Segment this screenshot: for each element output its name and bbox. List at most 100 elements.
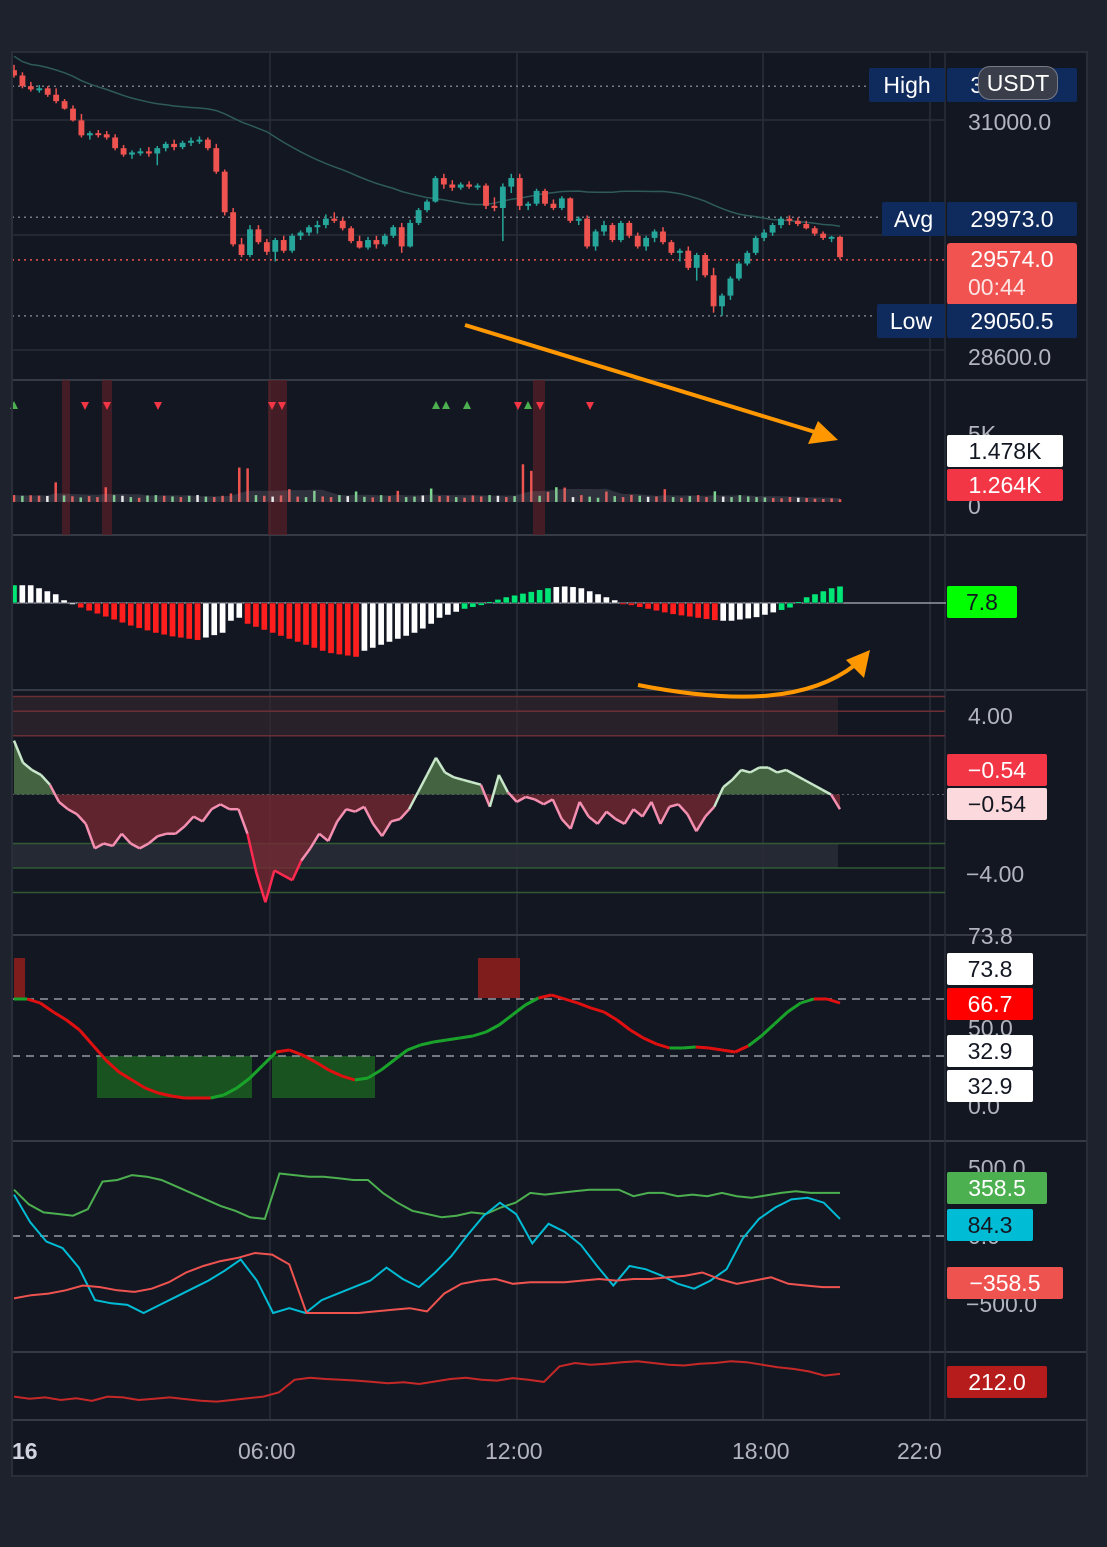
momentum-bar[interactable] xyxy=(636,602,644,608)
momentum-bar[interactable] xyxy=(152,602,160,634)
volume-bar[interactable] xyxy=(346,496,349,502)
volume-bar[interactable] xyxy=(580,495,583,502)
candle-body[interactable] xyxy=(171,143,178,148)
oscillator-line-segment[interactable] xyxy=(237,808,249,835)
oscillator-line-segment[interactable] xyxy=(139,842,150,850)
oscillator-line-segment[interactable] xyxy=(812,783,823,791)
candle-body[interactable] xyxy=(820,233,827,238)
volume-bar[interactable] xyxy=(538,495,541,502)
volume-bar[interactable] xyxy=(12,495,16,502)
candle-body[interactable] xyxy=(440,178,447,185)
candle-body[interactable] xyxy=(238,244,245,255)
volume-bar[interactable] xyxy=(354,491,358,502)
volume-bar[interactable] xyxy=(655,496,658,502)
volume-bar[interactable] xyxy=(713,491,717,502)
oscillator-line-segment[interactable] xyxy=(273,869,284,877)
oscillator-line-segment[interactable] xyxy=(282,874,293,882)
oscillator-line-segment[interactable] xyxy=(309,833,321,850)
candle-body[interactable] xyxy=(424,201,430,211)
volume-bar[interactable] xyxy=(21,495,24,502)
stoch-line-segment[interactable] xyxy=(248,1063,265,1080)
volume-bar[interactable] xyxy=(329,497,333,502)
momentum-bar[interactable] xyxy=(452,602,460,613)
stoch-line-segment[interactable] xyxy=(223,1086,238,1097)
oscillator-line-segment[interactable] xyxy=(111,832,123,847)
stoch-line-segment[interactable] xyxy=(380,1058,396,1072)
candle-body[interactable] xyxy=(752,237,759,253)
oscillator-line-segment[interactable] xyxy=(201,808,213,823)
up-curve-arrow[interactable] xyxy=(637,663,857,699)
oscillator-line-segment[interactable] xyxy=(641,801,653,818)
oscillator-line-segment[interactable] xyxy=(488,774,501,808)
oscillator-line-segment[interactable] xyxy=(327,820,339,842)
momentum-bar[interactable] xyxy=(578,587,585,604)
oscillator-pane[interactable] xyxy=(12,695,946,903)
volume-bar[interactable] xyxy=(288,489,291,502)
volume-bar[interactable] xyxy=(446,495,450,502)
stoch-line-segment[interactable] xyxy=(144,1086,159,1095)
volume-bar[interactable] xyxy=(129,497,133,502)
volume-bar[interactable] xyxy=(696,495,700,502)
momentum-bar[interactable] xyxy=(260,602,268,631)
oscillator-line-segment[interactable] xyxy=(740,768,751,774)
volume-bar[interactable] xyxy=(338,495,341,502)
stoch-line-segment[interactable] xyxy=(603,1010,618,1022)
candle-body[interactable] xyxy=(735,263,742,279)
momentum-bar[interactable] xyxy=(711,602,719,621)
candle-body[interactable] xyxy=(769,225,776,233)
volume-bar[interactable] xyxy=(721,496,725,502)
volume-bar[interactable] xyxy=(505,497,508,502)
momentum-bar[interactable] xyxy=(511,594,518,604)
oscillator-line-segment[interactable] xyxy=(372,823,384,837)
candle-body[interactable] xyxy=(584,218,591,247)
volume-bar[interactable] xyxy=(271,496,274,502)
candle-body[interactable] xyxy=(297,232,304,236)
stoch-line-segment[interactable] xyxy=(288,1048,303,1057)
stoch-line-segment[interactable] xyxy=(26,997,41,1005)
stoch-line-segment[interactable] xyxy=(682,1045,696,1050)
volume-bar[interactable] xyxy=(296,496,299,502)
stoch-line-segment[interactable] xyxy=(459,1034,474,1040)
candle-body[interactable] xyxy=(803,224,810,229)
currency-badge[interactable]: USDT xyxy=(978,66,1058,100)
volume-bar[interactable] xyxy=(638,495,642,502)
oscillator-line-segment[interactable] xyxy=(596,810,608,825)
momentum-bar[interactable] xyxy=(519,593,527,604)
candle-body[interactable] xyxy=(719,295,725,307)
stoch-line-segment[interactable] xyxy=(734,1044,749,1054)
candle-body[interactable] xyxy=(778,218,784,226)
volume-bar[interactable] xyxy=(96,497,99,502)
candle-body[interactable] xyxy=(381,235,388,245)
oscillator-line-segment[interactable] xyxy=(731,769,743,781)
dmi-series-line-1[interactable] xyxy=(13,1172,840,1220)
oscillator-line-segment[interactable] xyxy=(623,808,635,825)
stoch-line-segment[interactable] xyxy=(472,1030,487,1038)
momentum-bar[interactable] xyxy=(361,602,368,652)
candle-body[interactable] xyxy=(356,241,363,248)
volume-bar[interactable] xyxy=(630,494,633,502)
momentum-bar[interactable] xyxy=(586,590,594,604)
candle-body[interactable] xyxy=(331,218,338,221)
candle-body[interactable] xyxy=(44,88,51,95)
candle-body[interactable] xyxy=(508,178,515,187)
candle-body[interactable] xyxy=(727,278,734,296)
volume-bar[interactable] xyxy=(388,496,391,502)
volume-bar[interactable] xyxy=(246,468,249,502)
volume-bar[interactable] xyxy=(87,496,91,502)
volume-bar[interactable] xyxy=(613,496,616,502)
volume-bar[interactable] xyxy=(780,498,783,502)
momentum-bar[interactable] xyxy=(569,586,577,604)
volume-bar[interactable] xyxy=(680,497,683,502)
stoch-line-segment[interactable] xyxy=(433,1038,447,1044)
momentum-bar[interactable] xyxy=(794,601,802,604)
momentum-bar[interactable] xyxy=(803,596,810,604)
oscillator-line-segment[interactable] xyxy=(821,788,832,796)
oscillator-line-segment[interactable] xyxy=(525,795,536,801)
volume-bar[interactable] xyxy=(797,497,800,502)
stoch-line-segment[interactable] xyxy=(39,1001,55,1014)
momentum-bar[interactable] xyxy=(336,602,343,655)
candle-body[interactable] xyxy=(19,75,26,87)
momentum-bar[interactable] xyxy=(277,602,285,637)
candle-body[interactable] xyxy=(221,171,228,213)
volume-bar[interactable] xyxy=(187,495,191,502)
